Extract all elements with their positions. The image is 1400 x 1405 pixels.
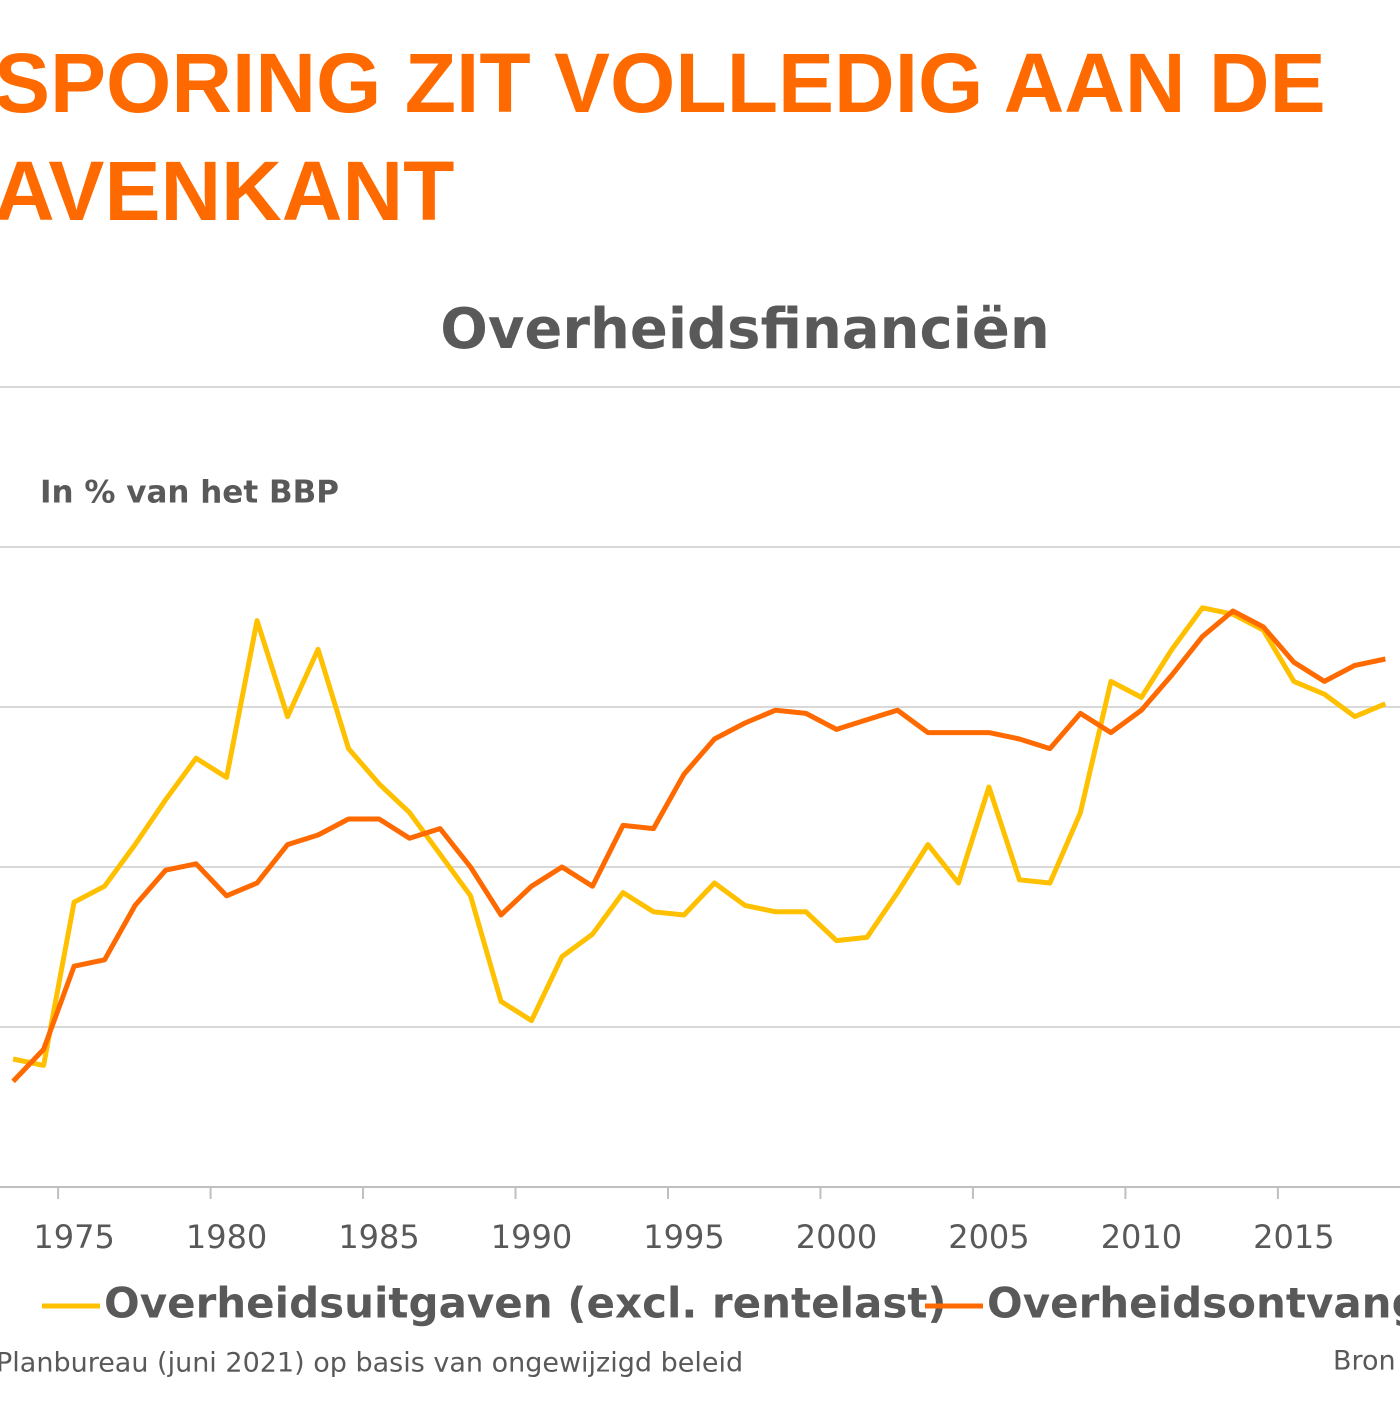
chart-title: Overheidsfinanciën [440,297,1049,362]
heading: SPORING ZIT VOLLEDIG AAN DE [0,36,1326,130]
x-tick-label: 2005 [948,1218,1029,1256]
legend-label: Overheidsuitgaven (excl. rentelast) [104,1279,947,1328]
x-tick-label: 1975 [33,1218,114,1256]
x-tick-label: 2010 [1101,1218,1182,1256]
x-tick-label: 1990 [491,1218,572,1256]
x-tick-label: 1985 [338,1218,419,1256]
series-line [11,608,1386,1084]
source: Planbureau (juni 2021) op basis van onge… [0,1348,743,1379]
heading: AVENKANT [0,144,454,238]
legend-label: Overheidsontvangst [987,1279,1400,1328]
series-line [12,605,1387,1068]
y-axis-label: In % van het BBP [40,475,339,511]
x-tick-label: 2015 [1253,1218,1334,1256]
source: Bron [1333,1346,1396,1377]
x-tick-label: 1980 [186,1218,267,1256]
x-tick-label: 1995 [643,1218,724,1256]
x-tick-label: 2000 [796,1218,877,1256]
